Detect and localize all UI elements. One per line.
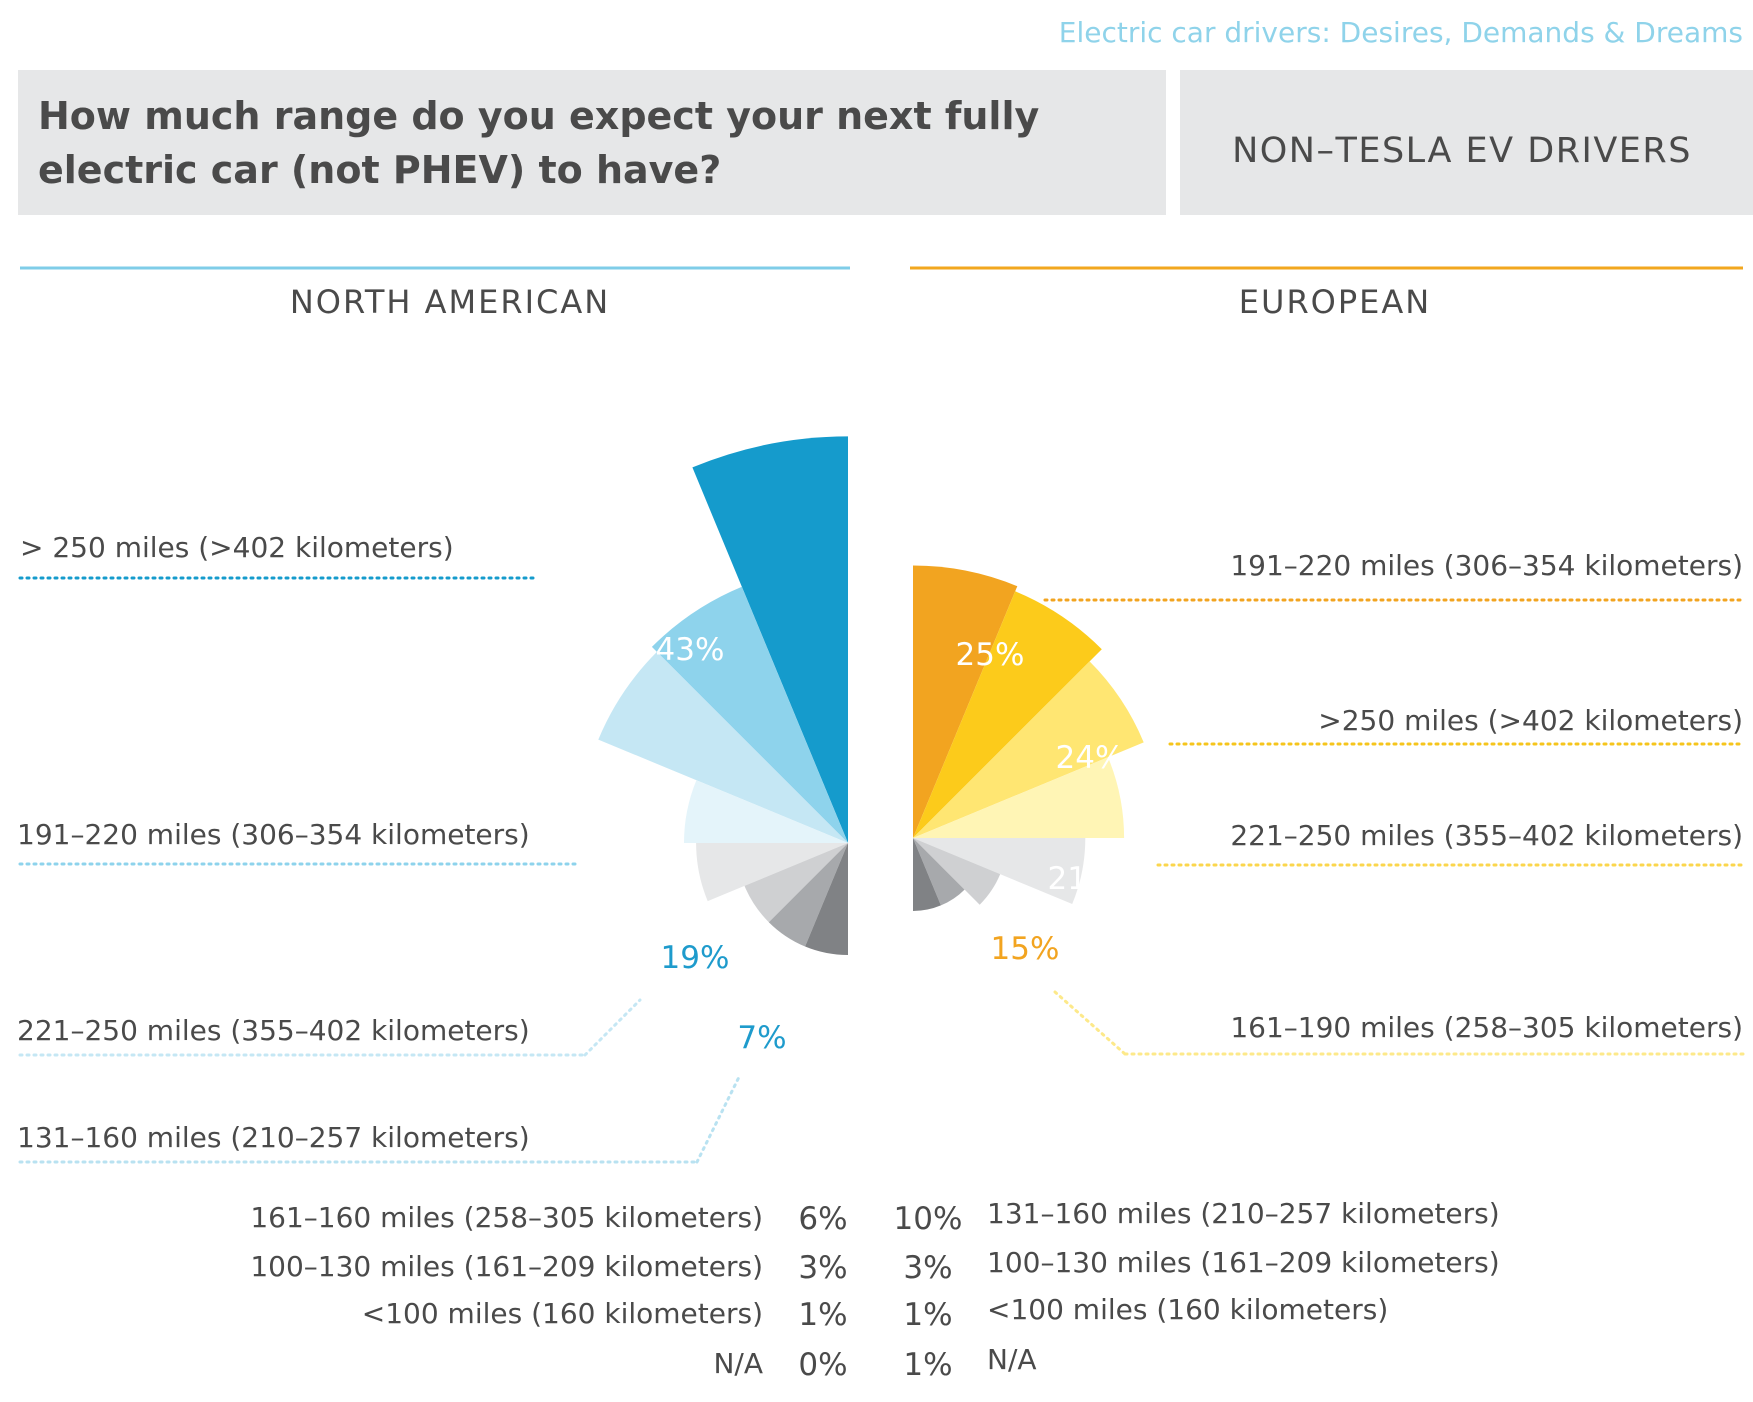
north-american-slice-label-3: 131–160 miles (210–257 kilometers) — [17, 1121, 530, 1154]
north-american-small-label-2: <100 miles (160 kilometers) — [362, 1297, 763, 1330]
european-slice-2 — [913, 661, 1144, 838]
european-small-label-0: 131–160 miles (210–257 kilometers) — [987, 1197, 1500, 1230]
north-american-slice-6 — [768, 843, 848, 947]
leader-lines — [18, 576, 1745, 1164]
european-value-3: 15% — [991, 931, 1060, 967]
north-american-leader-2 — [583, 998, 642, 1057]
north-american-value-1: 20% — [614, 838, 683, 874]
european-small-label-3: N/A — [987, 1343, 1037, 1376]
north-american-slice-label-2: 221–250 miles (355–402 kilometers) — [17, 1014, 530, 1047]
north-american-small-label-0: 161–160 miles (258–305 kilometers) — [250, 1201, 763, 1234]
north-american-small-value-2: 1% — [798, 1297, 847, 1333]
european-value-2: 21% — [1048, 861, 1117, 897]
north-american-small-value-1: 3% — [798, 1250, 847, 1286]
north-american-small-value-0: 6% — [798, 1201, 847, 1237]
european-leader-3 — [1053, 990, 1127, 1056]
north-american-small-label-3: N/A — [713, 1347, 763, 1380]
european-slice-label-2: 221–250 miles (355–402 kilometers) — [1230, 819, 1743, 852]
european-title: EUROPEAN — [1239, 283, 1431, 321]
european-small-value-2: 1% — [903, 1297, 952, 1333]
north-american-leader-3 — [695, 1073, 742, 1164]
segment-panel — [1180, 70, 1753, 215]
european-small-label-1: 100–130 miles (161–209 kilometers) — [987, 1246, 1500, 1279]
european-small-value-3: 1% — [903, 1347, 952, 1383]
north-american-slice-1 — [651, 586, 848, 843]
european-slice-3 — [913, 757, 1125, 838]
north-american-slice-5 — [744, 843, 848, 923]
north-american-value-2: 19% — [661, 940, 730, 976]
question-line-1: How much range do you expect your next f… — [38, 94, 1039, 138]
european-slice-0 — [913, 565, 1018, 838]
european-slice-1 — [913, 591, 1102, 838]
european-value-1: 24% — [1056, 740, 1125, 776]
north-american-slice-7 — [805, 843, 848, 956]
north-american-slice-label-0: > 250 miles (>402 kilometers) — [20, 531, 454, 564]
european-small-value-0: 10% — [894, 1201, 963, 1237]
question-line-2: electric car (not PHEV) to have? — [38, 148, 721, 192]
north-american-slice-0 — [692, 436, 848, 843]
report-title: Electric car drivers: Desires, Demands &… — [1059, 16, 1743, 49]
north-american-small-value-3: 0% — [798, 1347, 847, 1383]
question-panel — [18, 70, 1166, 215]
european-small-label-2: <100 miles (160 kilometers) — [987, 1293, 1388, 1326]
labels: > 250 miles (>402 kilometers) 43% 191–220 … — [17, 531, 1743, 1383]
european-slice-4 — [913, 838, 1086, 904]
european-slice-6 — [913, 838, 965, 906]
north-american-slice-4 — [696, 843, 848, 902]
european-small-value-1: 3% — [903, 1250, 952, 1286]
european-slice-5 — [913, 838, 1001, 905]
north-american-value-3: 7% — [737, 1020, 786, 1056]
european-slice-label-3: 161–190 miles (258–305 kilometers) — [1230, 1011, 1743, 1044]
european-slice-label-0: 191–220 miles (306–354 kilometers) — [1230, 549, 1743, 582]
north-american-title: NORTH AMERICAN — [290, 283, 610, 321]
north-american-slice-label-1: 191–220 miles (306–354 kilometers) — [17, 818, 530, 851]
north-american-slice-3 — [683, 780, 848, 843]
european-value-0: 25% — [956, 637, 1025, 673]
european-slice-7 — [913, 838, 941, 911]
north-american-slice-2 — [598, 651, 848, 843]
slices — [598, 436, 1144, 956]
north-american-small-label-1: 100–130 miles (161–209 kilometers) — [250, 1250, 763, 1283]
segment-label: NON–TESLA EV DRIVERS — [1232, 131, 1692, 171]
european-slice-label-1: >250 miles (>402 kilometers) — [1318, 704, 1743, 737]
north-american-value-0: 43% — [656, 632, 725, 668]
